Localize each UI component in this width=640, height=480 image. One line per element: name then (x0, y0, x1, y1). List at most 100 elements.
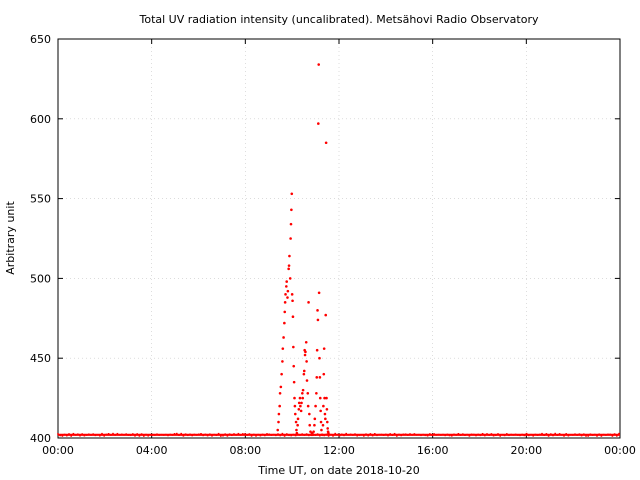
data-point (304, 350, 307, 354)
baseline-sample-point (103, 435, 105, 437)
data-point (286, 296, 289, 299)
baseline-sample-point (605, 434, 607, 436)
baseline-sample-point (202, 434, 204, 437)
baseline-sample-point (57, 433, 59, 435)
baseline-sample-point (336, 433, 339, 436)
baseline-sample-point (68, 433, 70, 435)
data-point (287, 264, 291, 267)
baseline-sample-point (572, 434, 574, 436)
data-point (291, 315, 295, 319)
data-point (327, 431, 330, 435)
baseline-sample-point (299, 434, 301, 436)
baseline-sample-point (567, 434, 570, 437)
baseline-sample-point (495, 434, 497, 437)
axis-ticks (57, 38, 621, 439)
data-point (276, 428, 280, 432)
baseline-sample-point (178, 434, 180, 437)
data-point (283, 321, 286, 325)
baseline-sample-point (514, 433, 517, 436)
baseline-sample-point (360, 433, 363, 436)
data-point (302, 372, 306, 376)
data-point (278, 404, 281, 408)
baseline-sample-point (277, 433, 279, 435)
baseline-sample-point (237, 432, 240, 435)
data-point (304, 340, 308, 344)
y-axis-title: Arbitrary unit (4, 201, 17, 275)
baseline-sample-point (431, 434, 433, 436)
data-point (309, 430, 312, 433)
baseline-sample-point (200, 433, 202, 435)
data-point (290, 192, 294, 196)
baseline-sample-point (455, 434, 457, 436)
baseline-sample-point (72, 432, 75, 435)
baseline-sample-point (242, 433, 244, 435)
baseline-sample-point (563, 435, 565, 437)
baseline-sample-point (407, 434, 409, 436)
baseline-sample-point (374, 433, 376, 435)
data-point (277, 420, 280, 424)
baseline-sample-point (297, 433, 299, 436)
baseline-sample-point (440, 434, 442, 436)
baseline-sample-point (279, 434, 281, 437)
baseline-sample-point (81, 433, 83, 435)
baseline-sample-point (506, 433, 508, 435)
baseline-sample-point (182, 435, 185, 437)
data-point (316, 309, 319, 312)
baseline-sample-point (303, 434, 306, 436)
baseline-sample-point (96, 433, 99, 436)
data-point (283, 310, 287, 314)
baseline-sample-point (591, 434, 594, 436)
baseline-sample-point (248, 433, 251, 435)
data-point (324, 313, 328, 317)
data-point (325, 407, 329, 411)
data-point (324, 141, 328, 145)
baseline-sample-point (613, 433, 616, 435)
baseline-sample-point (211, 434, 213, 437)
baseline-sample-point (413, 433, 416, 435)
baseline-sample-point (281, 432, 284, 435)
baseline-sample-point (473, 433, 475, 436)
data-point (289, 237, 292, 240)
x-tick-label: 00:00 (604, 444, 636, 457)
data-point (282, 336, 285, 339)
data-point (292, 364, 296, 368)
data-point (317, 291, 321, 295)
baseline-sample-point (444, 434, 446, 437)
baseline-sample-point (118, 434, 121, 436)
baseline-sample-point (233, 433, 235, 435)
baseline-sample-point (598, 433, 600, 436)
y-tick-label: 500 (30, 272, 51, 285)
data-point (315, 348, 319, 352)
x-tick-label: 16:00 (417, 444, 449, 457)
baseline-sample-point (365, 433, 367, 436)
data-point (288, 277, 292, 280)
baseline-sample-point (382, 434, 385, 436)
baseline-sample-point (561, 434, 563, 436)
baseline-sample-point (521, 433, 523, 436)
baseline-sample-point (286, 433, 288, 435)
grid-lines (58, 39, 620, 438)
data-point (291, 299, 294, 303)
baseline-sample-point (257, 433, 259, 436)
baseline-sample-point (261, 433, 264, 436)
data-point (286, 289, 290, 293)
x-tick-label: 04:00 (136, 444, 168, 457)
baseline-sample-point (147, 434, 149, 437)
data-point (306, 404, 310, 408)
data-point (294, 420, 298, 424)
baseline-sample-point (138, 435, 141, 437)
baseline-sample-point (198, 433, 200, 436)
baseline-sample-point (600, 435, 603, 437)
data-point (302, 369, 306, 373)
baseline-sample-point (224, 433, 226, 435)
baseline-sample-point (415, 434, 418, 436)
data-point (308, 412, 311, 416)
baseline-sample-point (323, 434, 325, 437)
baseline-sample-point (255, 435, 257, 437)
y-tick-label: 600 (30, 113, 51, 126)
baseline-sample-point (338, 434, 341, 437)
baseline-sample-point (422, 433, 424, 436)
baseline-sample-point (453, 433, 455, 436)
baseline-sample-point (442, 433, 444, 436)
